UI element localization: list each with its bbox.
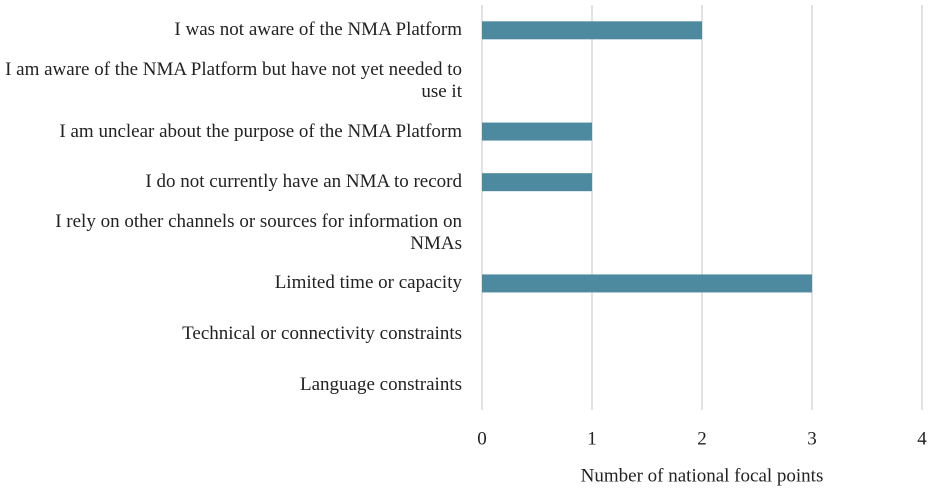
x-tick-label: 0: [477, 428, 487, 449]
bar: [482, 21, 702, 40]
y-tick-label: I rely on other channels or sources for …: [55, 210, 462, 254]
x-tick-label: 4: [917, 428, 927, 449]
y-tick-label: I do not currently have an NMA to record: [145, 171, 462, 193]
y-tick-label: I was not aware of the NMA Platform: [174, 19, 462, 41]
x-tick-label: 3: [807, 428, 817, 449]
bar: [482, 122, 592, 141]
y-tick-label: I am aware of the NMA Platform but have …: [5, 58, 462, 102]
y-tick-label: I am unclear about the purpose of the NM…: [59, 120, 462, 142]
x-tick-label: 2: [697, 428, 707, 449]
y-tick-label: Limited time or capacity: [274, 272, 462, 294]
y-tick-label: Technical or connectivity constraints: [182, 323, 462, 345]
y-tick-label: Language constraints: [300, 373, 462, 395]
bar: [482, 173, 592, 192]
bar: [482, 274, 812, 293]
x-axis-label: Number of national focal points: [581, 465, 824, 486]
x-tick-label: 1: [587, 428, 597, 449]
